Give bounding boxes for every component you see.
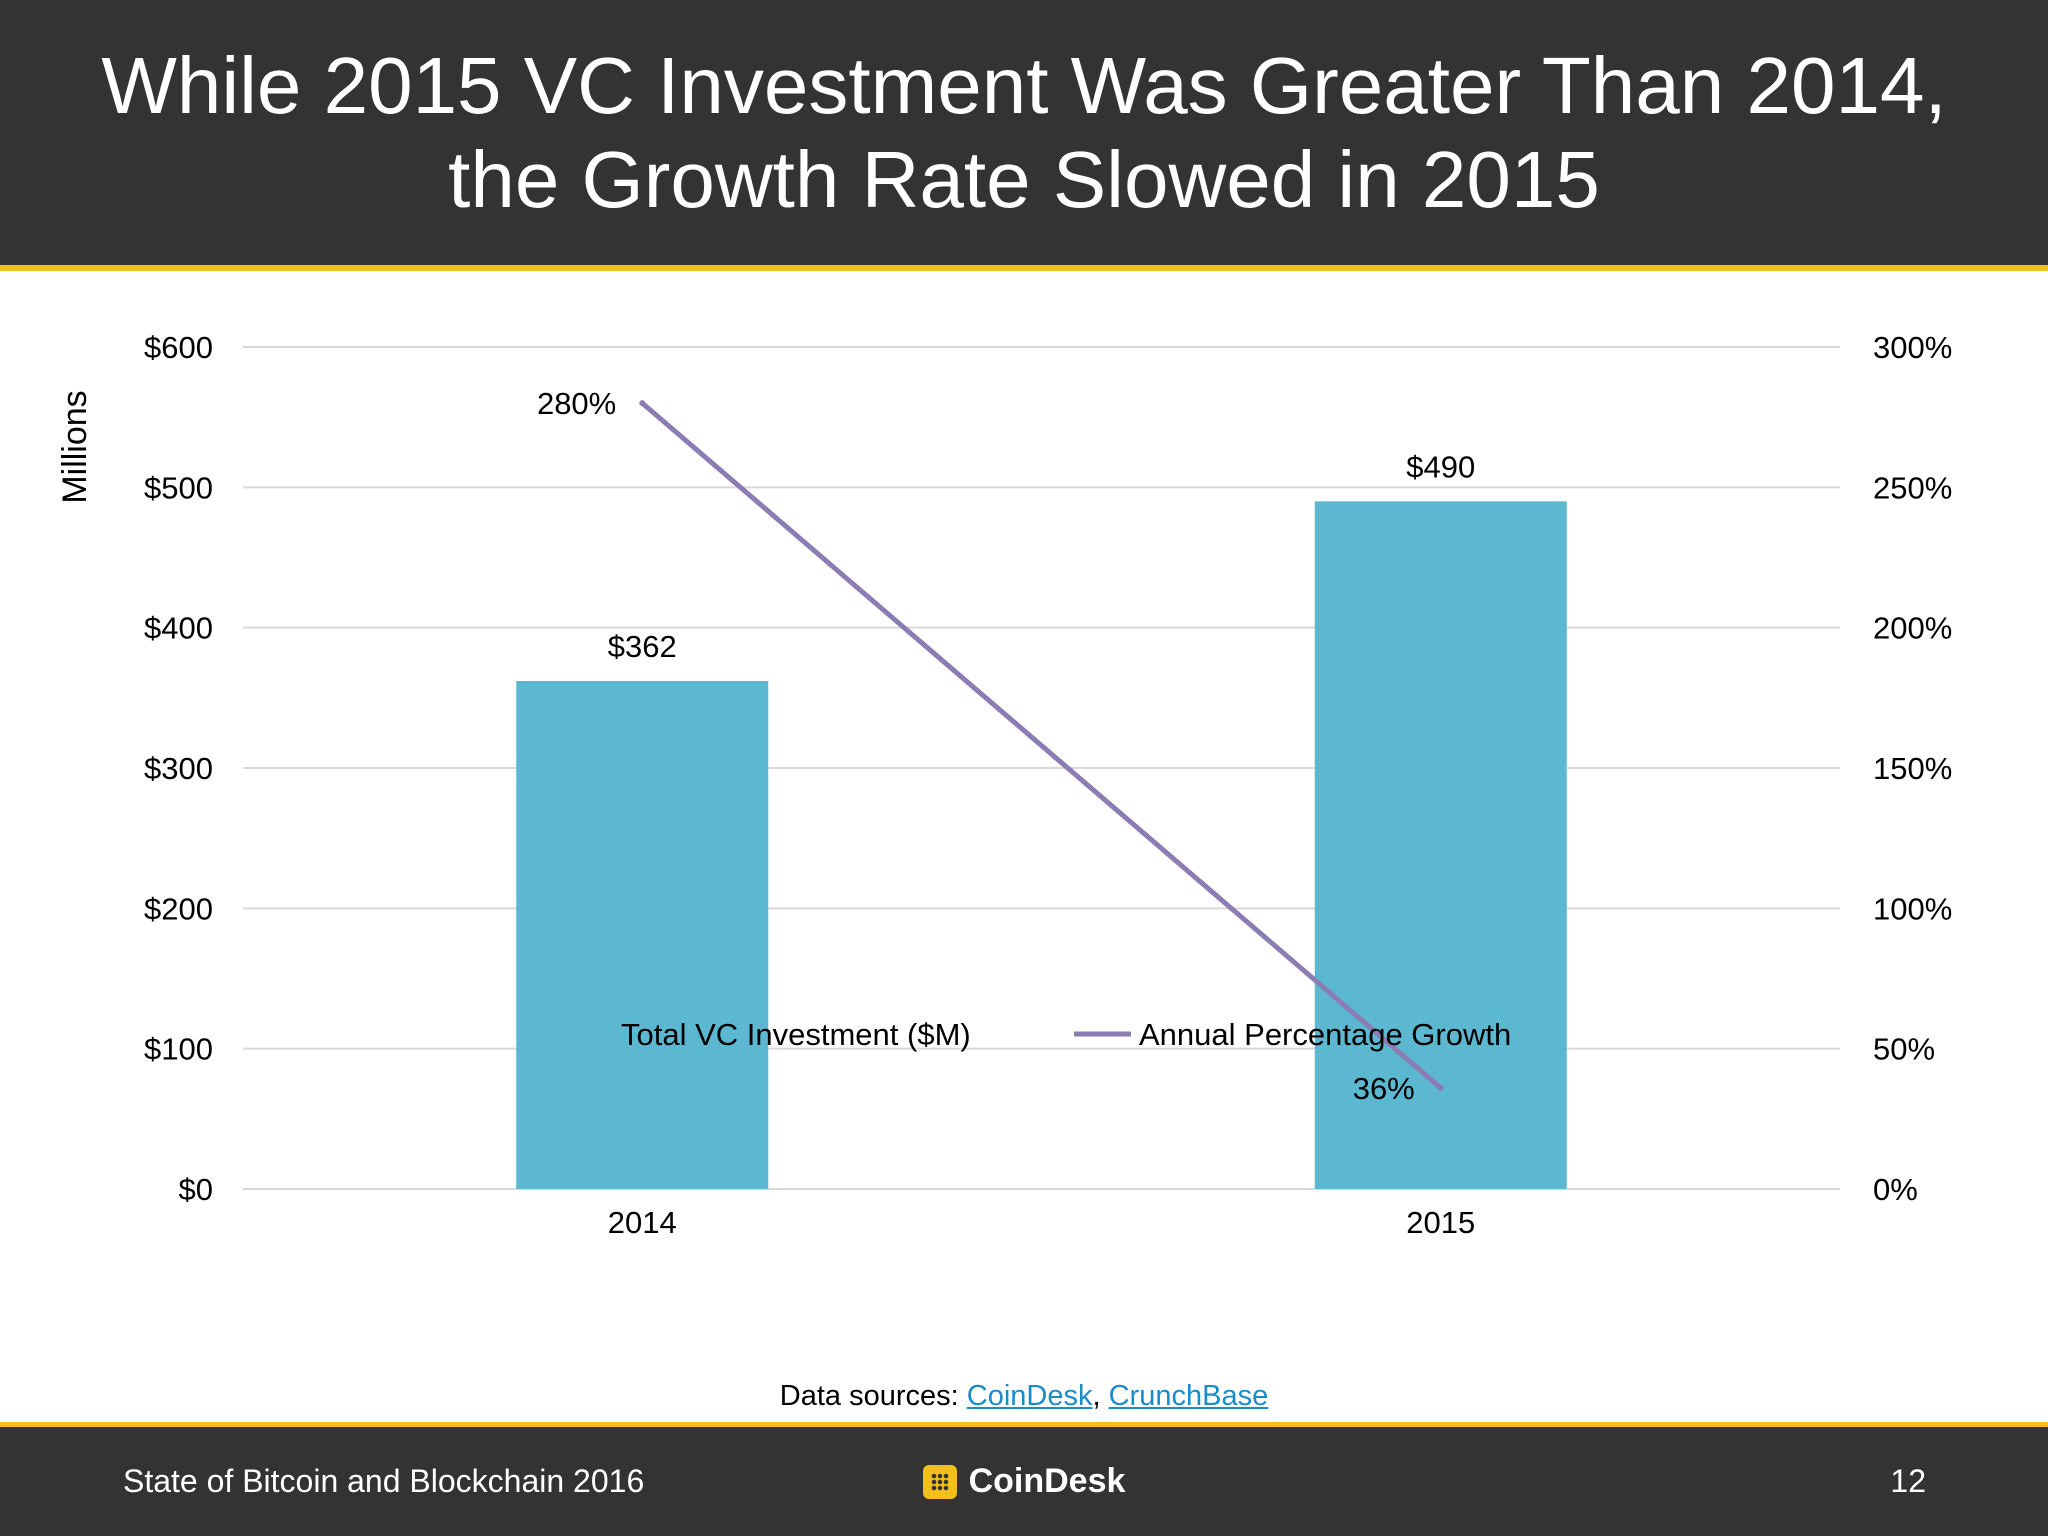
coindesk-link[interactable]: CoinDesk bbox=[966, 1380, 1093, 1412]
coindesk-logo-text: CoinDesk bbox=[968, 1462, 1126, 1500]
y2-axis-tick-label: 300% bbox=[1873, 330, 1952, 365]
x-axis-tick-label: 2015 bbox=[1406, 1205, 1475, 1240]
y-axis-tick-label: $100 bbox=[144, 1032, 213, 1067]
growth-line bbox=[639, 400, 1444, 1091]
report-title: State of Bitcoin and Blockchain 2016 bbox=[123, 1463, 645, 1499]
slide-title-line-2: the Growth Rate Slowed in 2015 bbox=[448, 134, 1600, 224]
slide-footer: State of Bitcoin and Blockchain 2016 Coi… bbox=[0, 1422, 2048, 1536]
slide-title-line-1: While 2015 VC Investment Was Greater Tha… bbox=[101, 40, 1947, 130]
slide-header: While 2015 VC Investment Was Greater Tha… bbox=[0, 0, 2048, 271]
bar bbox=[516, 680, 769, 1189]
crunchbase-link[interactable]: CrunchBase bbox=[1108, 1380, 1269, 1412]
sources-separator: , bbox=[1092, 1380, 1109, 1412]
bar bbox=[1314, 501, 1567, 1189]
y2-axis-tick-label: 0% bbox=[1873, 1172, 1918, 1207]
coindesk-logo-icon bbox=[922, 1464, 957, 1499]
y-axis-tick-label: $600 bbox=[144, 330, 213, 365]
y-axis-tick-label: $400 bbox=[144, 611, 213, 646]
coindesk-logo: CoinDesk bbox=[0, 1427, 2048, 1536]
combo-chart: $362 $490 280% 36% $0 0% $100 50% $200 100% $300 1… bbox=[56, 330, 1952, 1240]
y2-axis-tick-label: 250% bbox=[1873, 470, 1952, 505]
line-data-label: 36% bbox=[1353, 1071, 1415, 1106]
growth-point bbox=[639, 400, 646, 407]
y-axis-tick-label: $500 bbox=[144, 470, 213, 505]
y-axis-title: Millions bbox=[56, 390, 94, 503]
y2-axis-tick-label: 150% bbox=[1873, 751, 1952, 786]
bar-data-label: $490 bbox=[1406, 449, 1475, 484]
chart-area: $362 $490 280% 36% $0 0% $100 50% $200 100% $300 1… bbox=[0, 271, 2048, 1421]
y-axis-tick-label: $0 bbox=[179, 1172, 213, 1207]
data-sources: Data sources: CoinDesk, CrunchBase bbox=[0, 1380, 2048, 1413]
legend-bar-swatch bbox=[560, 1025, 615, 1043]
page-number: 12 bbox=[1890, 1463, 1926, 1499]
x-axis-tick-label: 2014 bbox=[608, 1205, 677, 1240]
legend-line-label: Annual Percentage Growth bbox=[1139, 1017, 1511, 1052]
bar-data-label: $362 bbox=[608, 629, 677, 664]
sources-prefix: Data sources: bbox=[779, 1380, 967, 1412]
y2-axis-tick-label: 200% bbox=[1873, 611, 1952, 646]
growth-point bbox=[1437, 1084, 1444, 1091]
y-axis-tick-label: $300 bbox=[144, 751, 213, 786]
legend-bar-label: Total VC Investment ($M) bbox=[621, 1017, 971, 1052]
y2-axis-tick-label: 100% bbox=[1873, 891, 1952, 926]
line-data-label: 280% bbox=[537, 386, 616, 421]
y-axis-tick-label: $200 bbox=[144, 891, 213, 926]
y2-axis-tick-label: 50% bbox=[1873, 1032, 1935, 1067]
